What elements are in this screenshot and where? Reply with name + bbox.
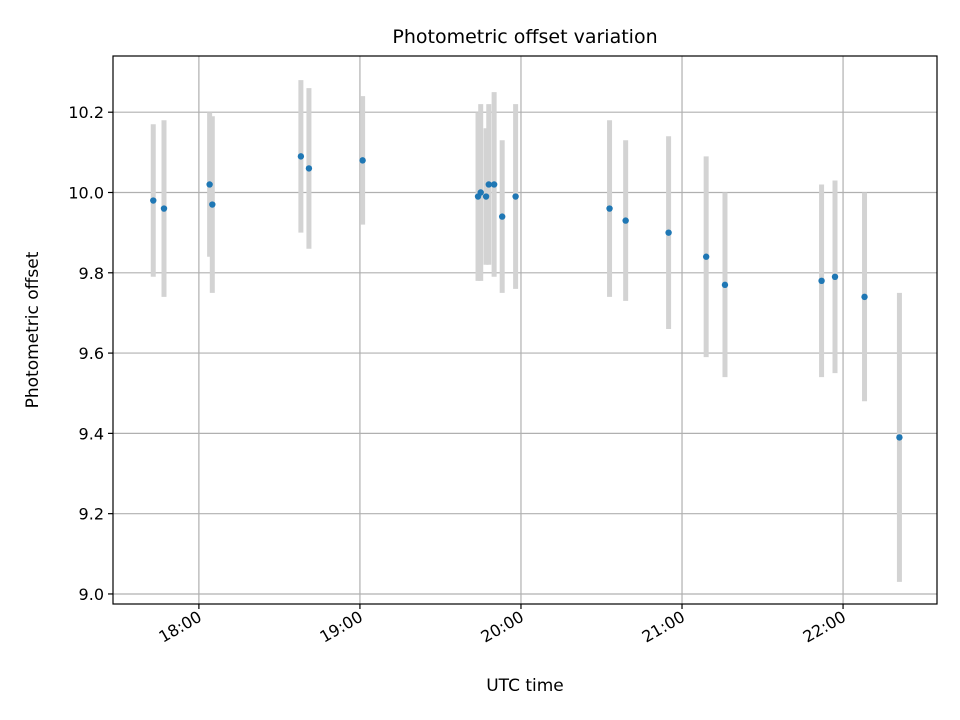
y-tick-label: 10.0 <box>68 183 104 202</box>
y-tick-label: 9.2 <box>79 505 104 524</box>
data-point <box>477 189 484 196</box>
data-point <box>305 165 313 172</box>
chart-title: Photometric offset variation <box>392 26 657 48</box>
data-point <box>721 281 729 289</box>
y-tick-label: 9.0 <box>79 585 104 604</box>
y-tick-label: 10.2 <box>68 103 104 122</box>
data-point <box>485 181 492 188</box>
data-point <box>622 217 629 224</box>
data-point <box>297 153 305 160</box>
data-point <box>896 434 903 441</box>
data-point <box>702 253 710 260</box>
plot-frame <box>112 55 938 605</box>
data-point <box>498 213 506 220</box>
data-point <box>606 205 613 212</box>
data-point <box>831 273 839 281</box>
x-axis-label: UTC time <box>486 676 564 696</box>
data-point <box>160 205 168 212</box>
y-tick-label: 9.4 <box>79 424 104 443</box>
data-points <box>150 153 903 441</box>
y-tick-label: 9.8 <box>79 264 104 283</box>
data-point <box>150 197 157 204</box>
data-point <box>818 277 825 285</box>
data-point <box>482 193 490 200</box>
y-axis-label: Photometric offset <box>23 251 43 408</box>
data-point <box>359 157 366 164</box>
grid <box>113 56 937 604</box>
data-point <box>512 193 519 200</box>
data-point <box>206 181 213 188</box>
data-point <box>209 201 216 208</box>
data-point <box>490 181 498 188</box>
y-tick-label: 9.6 <box>79 344 104 363</box>
data-point <box>861 293 868 301</box>
data-point <box>665 229 672 236</box>
